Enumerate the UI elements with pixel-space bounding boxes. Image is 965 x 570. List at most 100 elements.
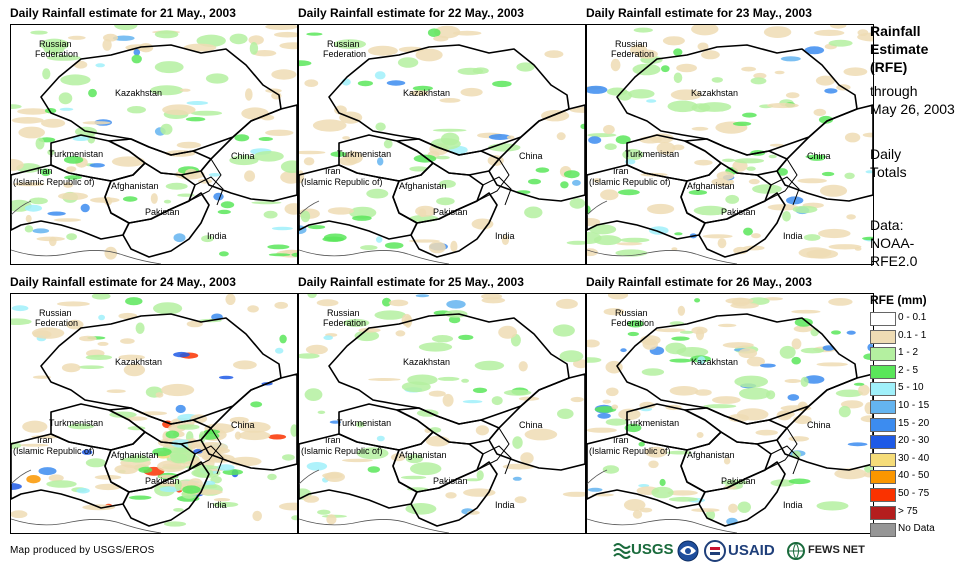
sidebar-period: through May 26, 2003 xyxy=(870,82,955,118)
rain-cell xyxy=(788,478,811,485)
rain-cell xyxy=(605,418,628,426)
rain-cell xyxy=(409,90,429,96)
rain-cell xyxy=(460,87,483,97)
rain-cell xyxy=(791,338,802,350)
rain-cell xyxy=(803,375,825,384)
rain-cell xyxy=(803,234,821,241)
country-label: India xyxy=(207,500,227,510)
rain-cell xyxy=(844,132,861,143)
rain-cell xyxy=(528,178,541,185)
rain-cell xyxy=(847,442,868,447)
rain-cell xyxy=(792,450,801,459)
rain-cell xyxy=(247,305,259,313)
rain-cell xyxy=(300,210,311,223)
rain-cell xyxy=(165,182,188,190)
rain-cell xyxy=(647,203,675,215)
rain-cell xyxy=(697,356,706,365)
rain-cell xyxy=(173,351,190,358)
country-border xyxy=(698,192,786,258)
rain-cell xyxy=(627,320,644,328)
country-label: Kazakhstan xyxy=(403,88,450,98)
legend-swatch xyxy=(870,400,896,414)
country-border xyxy=(11,433,130,509)
rain-cell xyxy=(602,465,620,474)
rain-cell xyxy=(610,58,621,72)
rain-cell xyxy=(442,393,454,407)
rain-cell xyxy=(95,63,105,68)
rain-cell xyxy=(798,247,832,259)
rain-cell xyxy=(822,345,835,351)
rain-cell xyxy=(828,298,853,306)
rain-cell xyxy=(475,425,489,436)
rain-cell xyxy=(94,474,122,480)
rain-cell xyxy=(186,101,209,105)
legend-label: 0 - 0.1 xyxy=(898,312,927,323)
rain-cell xyxy=(135,322,145,334)
rain-cell xyxy=(356,447,389,460)
rain-cell xyxy=(791,356,801,365)
rain-cell xyxy=(677,305,686,316)
rain-cell xyxy=(667,490,698,496)
rain-cell xyxy=(304,388,323,401)
rain-cell xyxy=(112,35,135,41)
rain-cell xyxy=(438,179,456,188)
rain-cell xyxy=(126,455,150,463)
sidebar-source-line: RFE2.0 xyxy=(870,253,918,269)
legend-item: 30 - 40 xyxy=(870,452,965,467)
country-border xyxy=(200,104,297,202)
rain-cell xyxy=(746,356,765,367)
rain-cell xyxy=(398,46,424,53)
rain-cell xyxy=(216,464,235,471)
rain-cell xyxy=(278,502,297,511)
rain-cell xyxy=(11,318,32,325)
rain-cell xyxy=(133,49,141,56)
rain-cell xyxy=(267,244,290,250)
rain-cell xyxy=(352,215,372,221)
rain-cell xyxy=(131,54,142,64)
rain-cell xyxy=(431,335,454,343)
rain-cell xyxy=(857,32,873,42)
country-label: Kazakhstan xyxy=(691,357,738,367)
rain-cell xyxy=(476,470,484,481)
rain-cell xyxy=(333,39,366,49)
rain-cell xyxy=(212,501,239,508)
rain-cell xyxy=(462,400,483,404)
rain-cell xyxy=(535,167,550,173)
rain-cell xyxy=(193,468,214,478)
legend-item: 0.1 - 1 xyxy=(870,329,965,344)
rain-cell xyxy=(153,302,183,315)
rain-cell xyxy=(229,456,262,467)
rain-cell xyxy=(185,117,206,122)
rain-cell xyxy=(251,201,282,205)
rain-cell xyxy=(405,454,424,464)
rain-cell xyxy=(408,239,440,243)
rain-cell xyxy=(18,126,45,139)
rain-cell xyxy=(691,508,720,512)
rain-cell xyxy=(267,473,277,481)
rain-cell xyxy=(11,483,22,490)
rain-cell xyxy=(544,50,564,58)
country-border xyxy=(122,192,210,258)
rain-cell xyxy=(843,67,868,76)
rain-cell xyxy=(233,360,257,370)
rain-cell xyxy=(405,503,437,515)
rain-cell xyxy=(263,210,278,219)
rain-cell xyxy=(234,134,250,142)
rainfall-map: Russian Federation Kazakhstan Turkmenistan I… xyxy=(10,293,298,534)
rain-cell xyxy=(253,151,284,162)
rain-cell xyxy=(804,46,825,55)
rain-cell xyxy=(150,85,184,96)
rain-cell xyxy=(376,435,385,442)
rain-cell xyxy=(838,405,851,418)
rain-cell xyxy=(734,375,768,388)
rain-cell xyxy=(38,467,57,476)
rain-cell xyxy=(24,204,42,212)
usaid-logo-text: USAID xyxy=(728,542,775,559)
rain-cell xyxy=(127,106,146,114)
rain-cell xyxy=(415,294,430,298)
legend-item: 5 - 10 xyxy=(870,381,965,397)
legend-label: 5 - 10 xyxy=(898,382,924,394)
rain-cell xyxy=(173,508,184,512)
rain-cell xyxy=(607,294,629,300)
country-border xyxy=(698,461,786,527)
